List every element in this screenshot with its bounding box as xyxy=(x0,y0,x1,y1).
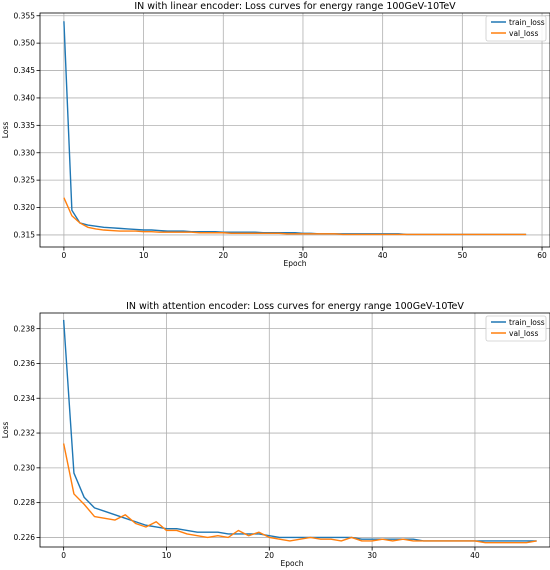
chart-top-series-val_loss-line xyxy=(63,197,527,236)
chart-bottom-series xyxy=(62,319,537,544)
chart-top-legend-label-train: train_loss xyxy=(509,18,545,27)
chart-bottom-ytick-label-6: 0.238 xyxy=(14,324,36,333)
chart-top-axes-frame xyxy=(39,12,550,248)
chart-top-ytick-label-0: 0.315 xyxy=(14,231,36,240)
chart-top-ytick-label-1: 0.320 xyxy=(14,203,36,212)
chart-top-xtick-label-0: 0 xyxy=(62,251,67,260)
chart-bottom-xlabel: Epoch xyxy=(281,559,304,568)
chart-top-ytick-label-8: 0.355 xyxy=(14,11,36,20)
chart-top-xtick-label-4: 40 xyxy=(378,251,388,260)
chart-bottom-axes-frame xyxy=(39,312,550,548)
chart-top-ytick-label-2: 0.325 xyxy=(14,176,36,185)
chart-bottom-ytick-label-3: 0.232 xyxy=(14,429,36,438)
chart-top-gridlines xyxy=(40,13,550,247)
chart-bottom-xticks: 0 10 20 30 40 xyxy=(61,547,480,560)
chart-top-ytick-label-5: 0.340 xyxy=(14,94,36,103)
chart-bottom-ytick-label-4: 0.234 xyxy=(14,394,36,403)
chart-top-ytick-label-3: 0.330 xyxy=(14,148,36,157)
chart-bottom-xtick-label-1: 10 xyxy=(162,551,172,560)
chart-bottom-ylabel: Loss xyxy=(1,422,10,439)
chart-bottom-series-val_loss-line xyxy=(62,443,537,544)
chart-top-legend-label-val: val_loss xyxy=(509,29,538,38)
chart-top-ytick-label-4: 0.335 xyxy=(14,121,36,130)
chart-top-xlabel: Epoch xyxy=(284,259,307,268)
chart-bottom-legend-label-val: val_loss xyxy=(509,329,538,338)
chart-bottom-legend-label-train: train_loss xyxy=(509,318,545,327)
chart-top-xticks: 0 10 20 30 40 50 60 xyxy=(62,247,547,260)
chart-top-series xyxy=(63,21,527,236)
chart-top-ytick-label-6: 0.345 xyxy=(14,66,36,75)
chart-bottom-ytick-label-1: 0.228 xyxy=(14,498,36,507)
chart-top-xtick-label-3: 30 xyxy=(298,251,308,260)
chart-bottom-title: IN with attention encoder: Loss curves f… xyxy=(126,301,464,312)
chart-top-ylabel: Loss xyxy=(1,122,10,139)
chart-top-xtick-label-1: 10 xyxy=(139,251,149,260)
chart-top: IN with linear encoder: Loss curves for … xyxy=(1,1,550,268)
chart-top-xtick-label-6: 60 xyxy=(537,251,547,260)
chart-bottom-xtick-label-3: 30 xyxy=(367,551,377,560)
chart-bottom-legend: train_loss val_loss xyxy=(485,315,547,342)
chart-bottom: IN with attention encoder: Loss curves f… xyxy=(1,301,550,568)
chart-bottom-gridlines xyxy=(40,313,550,547)
chart-bottom-ytick-label-0: 0.226 xyxy=(14,533,36,542)
chart-top-xtick-label-2: 20 xyxy=(219,251,229,260)
chart-top-ytick-label-7: 0.350 xyxy=(14,39,36,48)
chart-bottom-ytick-label-5: 0.236 xyxy=(14,359,36,368)
chart-top-xtick-label-5: 50 xyxy=(458,251,468,260)
chart-top-legend: train_loss val_loss xyxy=(485,15,547,42)
chart-top-yticks: 0.315 0.320 0.325 0.330 0.335 0.340 0.345 0.350… xyxy=(14,11,40,240)
chart-bottom-xtick-label-2: 20 xyxy=(265,551,275,560)
chart-bottom-xtick-label-0: 0 xyxy=(61,551,66,560)
chart-top-title: IN with linear encoder: Loss curves for … xyxy=(134,1,456,12)
chart-bottom-xtick-label-4: 40 xyxy=(470,551,480,560)
chart-bottom-ytick-label-2: 0.230 xyxy=(14,463,36,472)
chart-bottom-yticks: 0.226 0.228 0.230 0.232 0.234 0.236 0.238 xyxy=(14,324,40,542)
